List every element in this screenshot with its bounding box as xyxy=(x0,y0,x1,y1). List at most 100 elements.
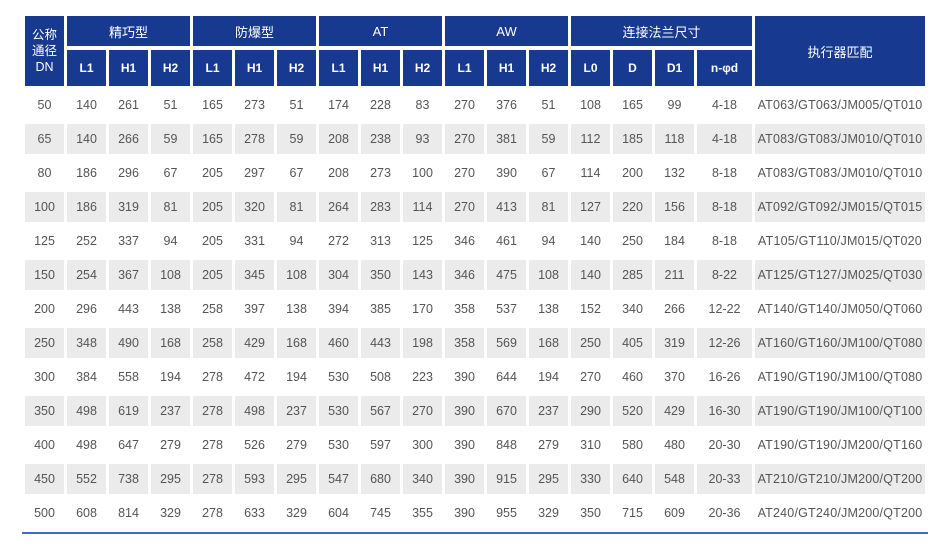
dim-cell: 530 xyxy=(328,370,349,384)
dim-cell: 320 xyxy=(235,192,274,222)
dim-cell: 205 xyxy=(193,260,232,290)
dim-cell: 330 xyxy=(571,464,610,494)
actuator-cell: AT160/GT160/JM100/QT080 xyxy=(755,328,925,358)
dim-cell: 270 xyxy=(580,370,601,384)
dim-cell: 558 xyxy=(118,370,139,384)
dim-cell: 93 xyxy=(403,124,442,154)
dim-cell: 252 xyxy=(76,234,97,248)
header-subcol: L1 xyxy=(193,50,232,86)
header-group: 精巧型 xyxy=(67,16,190,46)
dim-cell: 194 xyxy=(538,370,559,384)
dim-cell: 208 xyxy=(319,124,358,154)
dim-cell: 367 xyxy=(109,260,148,290)
dim-cell: 220 xyxy=(613,192,652,222)
header-group: 连接法兰尺寸 xyxy=(571,16,752,46)
dim-cell: 443 xyxy=(361,328,400,358)
dim-cell: 348 xyxy=(67,328,106,358)
dim-cell: 355 xyxy=(412,506,433,520)
dim-cell: 194 xyxy=(160,370,181,384)
dim-cell: 184 xyxy=(664,234,685,248)
dim-cell: 266 xyxy=(664,302,685,316)
dim-cell: 140 xyxy=(67,124,106,154)
dim-cell: 405 xyxy=(613,328,652,358)
dim-cell: 258 xyxy=(202,302,223,316)
table-row: 125 252 337 94 205 331 94 272 313 125 346 461 94 140 2… xyxy=(25,226,925,256)
dim-cell: 168 xyxy=(151,328,190,358)
dim-cell: 460 xyxy=(622,370,643,384)
actuator-cell: AT240/GT240/JM200/QT200 xyxy=(757,506,923,520)
dim-cell: 283 xyxy=(361,192,400,222)
dim-cell: 520 xyxy=(613,396,652,426)
dim-cell: 211 xyxy=(655,260,694,290)
dim-cell: 370 xyxy=(664,370,685,384)
dim-cell: 295 xyxy=(277,464,316,494)
dim-cell: 619 xyxy=(109,396,148,426)
dim-cell: 261 xyxy=(118,98,139,112)
dim-cell: 270 xyxy=(454,166,475,180)
dim-cell: 278 xyxy=(235,124,274,154)
table-body: 50 140 261 51 165 273 51 174 228 83 270 376 51 108 165… xyxy=(25,90,925,528)
dim-cell: 223 xyxy=(412,370,433,384)
dim-cell: 238 xyxy=(361,124,400,154)
dim-cell: 278 xyxy=(193,396,232,426)
dim-cell: 443 xyxy=(118,302,139,316)
dim-cell: 81 xyxy=(529,192,568,222)
dim-cell: 198 xyxy=(403,328,442,358)
dim-cell: 329 xyxy=(160,506,181,520)
dim-cell: 608 xyxy=(76,506,97,520)
dim-cell: 108 xyxy=(529,260,568,290)
table-row: 80 186 296 67 205 297 67 208 273 100 270 390 67 114 20… xyxy=(25,158,925,188)
header-subcol: H1 xyxy=(487,50,526,86)
dim-cell: 552 xyxy=(67,464,106,494)
dim-cell: 296 xyxy=(76,302,97,316)
dim-cell: 508 xyxy=(370,370,391,384)
dim-cell: 604 xyxy=(328,506,349,520)
dim-cell: 279 xyxy=(538,438,559,452)
dn-cell: 450 xyxy=(25,464,64,494)
dim-cell: 297 xyxy=(244,166,265,180)
dim-cell: 194 xyxy=(286,370,307,384)
dim-cell: 208 xyxy=(328,166,349,180)
dn-cell: 500 xyxy=(34,506,55,520)
dim-cell: 165 xyxy=(622,98,643,112)
dn-cell: 300 xyxy=(34,370,55,384)
dim-cell: 278 xyxy=(202,370,223,384)
dim-cell: 237 xyxy=(277,396,316,426)
table-row: 500 608 814 329 278 633 329 604 745 355 390 955 329 3… xyxy=(25,498,925,528)
dim-cell: 597 xyxy=(370,438,391,452)
dim-cell: 715 xyxy=(622,506,643,520)
dim-cell: 738 xyxy=(109,464,148,494)
dim-cell: 390 xyxy=(454,506,475,520)
dim-cell: 304 xyxy=(319,260,358,290)
dim-cell: 530 xyxy=(319,396,358,426)
dim-cell: 278 xyxy=(202,438,223,452)
dim-cell: 200 xyxy=(622,166,643,180)
table-row: 65 140 266 59 165 278 59 208 238 93 270 381 59 112 185… xyxy=(25,124,925,154)
valve-dimension-table: 公称 通径 DN 精巧型 防爆型 AT AW 连接法兰尺寸 执行器匹配 L1 H1 H2 L1 H1 H… xyxy=(22,12,928,534)
header-subcol: H1 xyxy=(361,50,400,86)
dim-cell: 547 xyxy=(319,464,358,494)
dn-cell: 150 xyxy=(25,260,64,290)
dim-cell: 310 xyxy=(580,438,601,452)
actuator-cell: AT083/GT083/JM010/QT010 xyxy=(755,124,925,154)
dim-cell: 108 xyxy=(277,260,316,290)
dim-cell: 394 xyxy=(328,302,349,316)
dn-cell: 80 xyxy=(37,166,52,180)
dim-cell: 138 xyxy=(286,302,307,316)
dim-cell: 358 xyxy=(445,328,484,358)
dim-cell: 273 xyxy=(370,166,391,180)
dim-cell: 4-18 xyxy=(711,98,738,112)
dim-cell: 633 xyxy=(244,506,265,520)
dim-cell: 480 xyxy=(664,438,685,452)
dim-cell: 108 xyxy=(151,260,190,290)
table-row: 350 498 619 237 278 498 237 530 567 270 390 670 237 2… xyxy=(25,396,925,426)
header-group-row: 公称 通径 DN 精巧型 防爆型 AT AW 连接法兰尺寸 执行器匹配 xyxy=(25,16,925,86)
dim-cell: 498 xyxy=(76,438,97,452)
dim-cell: 498 xyxy=(67,396,106,426)
dim-cell: 112 xyxy=(571,124,610,154)
dim-cell: 279 xyxy=(160,438,181,452)
header-subcol: L1 xyxy=(67,50,106,86)
dim-cell: 745 xyxy=(370,506,391,520)
dim-cell: 266 xyxy=(109,124,148,154)
actuator-cell: AT190/GT190/JM100/QT080 xyxy=(757,370,923,384)
